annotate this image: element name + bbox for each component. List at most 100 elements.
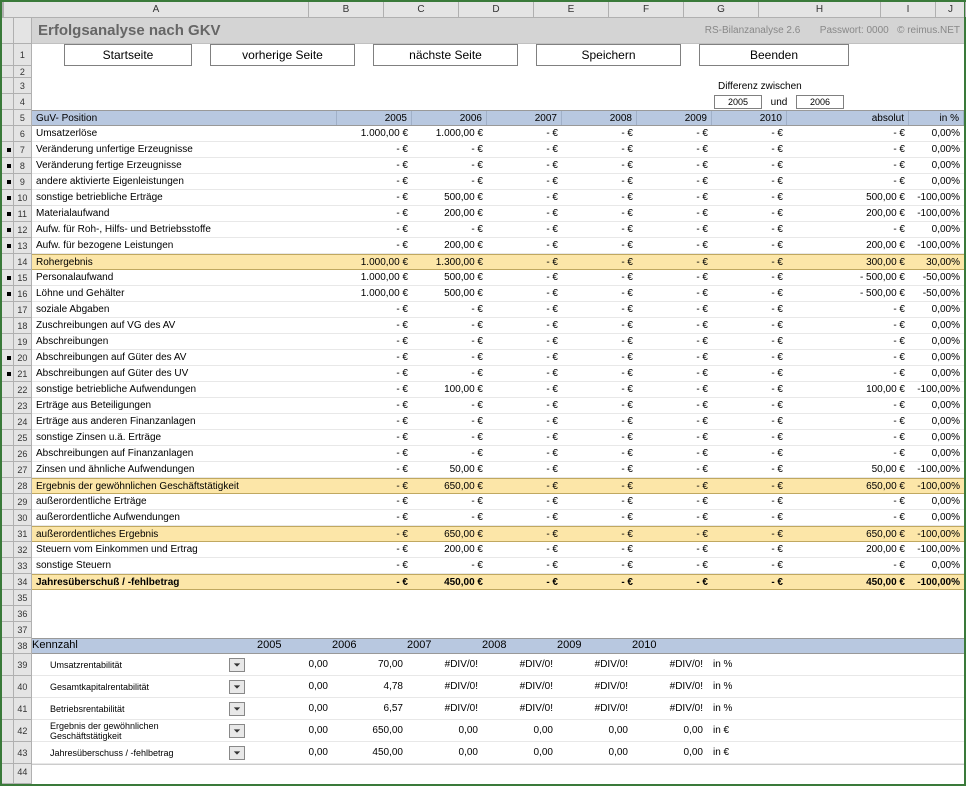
cell-value[interactable]: - €	[562, 158, 637, 173]
cell-value[interactable]: - €	[412, 558, 487, 573]
cell-value[interactable]: - €	[562, 255, 637, 269]
kennzahl-value[interactable]: #DIV/0!	[407, 681, 482, 692]
kennzahl-value[interactable]: 70,00	[332, 659, 407, 670]
table-row[interactable]: Zinsen und ähnliche Aufwendungen- €50,00…	[32, 462, 964, 478]
col-header-H[interactable]: H	[759, 2, 881, 17]
cell-value[interactable]: - €	[487, 510, 562, 525]
cell-value[interactable]: - €	[637, 510, 712, 525]
table-row[interactable]: Veränderung unfertige Erzeugnisse- €- €-…	[32, 142, 964, 158]
cell-value[interactable]: - €	[712, 142, 787, 157]
cell-value[interactable]: - €	[487, 575, 562, 589]
col-header-J[interactable]: J	[936, 2, 966, 17]
row-header[interactable]: 12	[14, 222, 32, 238]
cell-value[interactable]: - €	[412, 158, 487, 173]
row-header[interactable]: 15	[14, 270, 32, 286]
cell-value[interactable]: - €	[487, 479, 562, 493]
cell-value[interactable]: - €	[712, 350, 787, 365]
kennzahl-value[interactable]: 6,57	[332, 703, 407, 714]
cell-value[interactable]: - €	[337, 575, 412, 589]
cell-value[interactable]: - €	[712, 222, 787, 237]
kennzahl-row[interactable]: Gesamtkapitalrentabilität0,004,78#DIV/0!…	[32, 676, 964, 698]
cell-value[interactable]: - €	[712, 334, 787, 349]
cell-value[interactable]: - €	[487, 270, 562, 285]
row-header[interactable]: 3	[14, 78, 32, 94]
cell-value[interactable]: - €	[487, 558, 562, 573]
table-row[interactable]: sonstige Steuern- €- €- €- €- €- €- €0,0…	[32, 558, 964, 574]
row-header[interactable]: 27	[14, 462, 32, 478]
cell-value[interactable]: - €	[337, 190, 412, 205]
table-row[interactable]: Rohergebnis1.000,00 €1.300,00 €- €- €- €…	[32, 254, 964, 270]
row-header[interactable]: 4	[14, 94, 32, 110]
cell-value[interactable]: - €	[712, 190, 787, 205]
kennzahl-value[interactable]: 650,00	[332, 725, 407, 736]
cell-value[interactable]: 100,00 €	[412, 382, 487, 397]
row-header[interactable]: 31	[14, 526, 32, 542]
row-header[interactable]	[14, 18, 32, 44]
cell-value[interactable]: - €	[562, 286, 637, 301]
cell-value[interactable]: - €	[562, 510, 637, 525]
cell-value[interactable]: - €	[562, 366, 637, 381]
cell-value[interactable]: - €	[562, 446, 637, 461]
cell-value[interactable]: - €	[337, 142, 412, 157]
cell-value[interactable]: 1.300,00 €	[412, 255, 487, 269]
cell-value[interactable]: - €	[337, 462, 412, 477]
kennzahl-row[interactable]: Ergebnis der gewöhnlichen Geschäftstätig…	[32, 720, 964, 742]
cell-value[interactable]: - €	[412, 302, 487, 317]
row-header[interactable]: 9	[14, 174, 32, 190]
kennzahl-value[interactable]: #DIV/0!	[557, 681, 632, 692]
cell-value[interactable]: - €	[562, 318, 637, 333]
table-row[interactable]: andere aktivierte Eigenleistungen- €- €-…	[32, 174, 964, 190]
kennzahl-value[interactable]: 0,00	[257, 659, 332, 670]
cell-value[interactable]: - €	[562, 126, 637, 141]
cell-value[interactable]: - €	[412, 142, 487, 157]
diff-year-to[interactable]: 2006	[796, 95, 844, 109]
cell-value[interactable]: - €	[562, 479, 637, 493]
cell-value[interactable]: - €	[712, 318, 787, 333]
cell-value[interactable]: - €	[637, 479, 712, 493]
cell-value[interactable]: - €	[487, 334, 562, 349]
table-row[interactable]: Löhne und Gehälter1.000,00 €500,00 €- €-…	[32, 286, 964, 302]
kennzahl-value[interactable]: #DIV/0!	[557, 703, 632, 714]
cell-value[interactable]: - €	[562, 238, 637, 253]
kennzahl-value[interactable]: 0,00	[557, 725, 632, 736]
kennzahl-value[interactable]: 0,00	[257, 725, 332, 736]
cell-value[interactable]: - €	[637, 126, 712, 141]
kennzahl-row[interactable]: Jahresüberschuss / -fehlbetrag0,00450,00…	[32, 742, 964, 764]
cell-value[interactable]: - €	[712, 558, 787, 573]
cell-value[interactable]: - €	[487, 238, 562, 253]
row-header[interactable]: 33	[14, 558, 32, 574]
row-header[interactable]: 16	[14, 286, 32, 302]
cell-value[interactable]: - €	[487, 302, 562, 317]
cell-value[interactable]: - €	[487, 174, 562, 189]
cell-value[interactable]: - €	[637, 446, 712, 461]
cell-value[interactable]: - €	[337, 558, 412, 573]
cell-value[interactable]: - €	[337, 510, 412, 525]
cell-value[interactable]: - €	[337, 174, 412, 189]
cell-value[interactable]: 200,00 €	[412, 238, 487, 253]
cell-value[interactable]: - €	[712, 238, 787, 253]
cell-value[interactable]: - €	[412, 222, 487, 237]
cell-value[interactable]: - €	[712, 494, 787, 509]
cell-value[interactable]: - €	[562, 174, 637, 189]
row-header[interactable]: 11	[14, 206, 32, 222]
row-header[interactable]: 18	[14, 318, 32, 334]
kennzahl-value[interactable]: 0,00	[407, 747, 482, 758]
cell-value[interactable]: - €	[562, 302, 637, 317]
row-header[interactable]: 26	[14, 446, 32, 462]
table-row[interactable]: Umsatzerlöse1.000,00 €1.000,00 €- €- €- …	[32, 126, 964, 142]
kennzahl-value[interactable]: #DIV/0!	[632, 681, 707, 692]
kennzahl-value[interactable]: 0,00	[482, 725, 557, 736]
cell-value[interactable]: - €	[637, 238, 712, 253]
row-header[interactable]: 5	[14, 110, 32, 126]
cell-value[interactable]: - €	[562, 558, 637, 573]
cell-value[interactable]: - €	[337, 158, 412, 173]
table-row[interactable]: Veränderung fertige Erzeugnisse- €- €- €…	[32, 158, 964, 174]
cell-value[interactable]: - €	[712, 462, 787, 477]
col-header-E[interactable]: E	[534, 2, 609, 17]
dropdown-icon[interactable]	[229, 680, 245, 694]
cell-value[interactable]: - €	[712, 542, 787, 557]
row-header[interactable]: 25	[14, 430, 32, 446]
cell-value[interactable]: - €	[712, 126, 787, 141]
cell-value[interactable]: - €	[562, 494, 637, 509]
cell-value[interactable]: - €	[562, 575, 637, 589]
